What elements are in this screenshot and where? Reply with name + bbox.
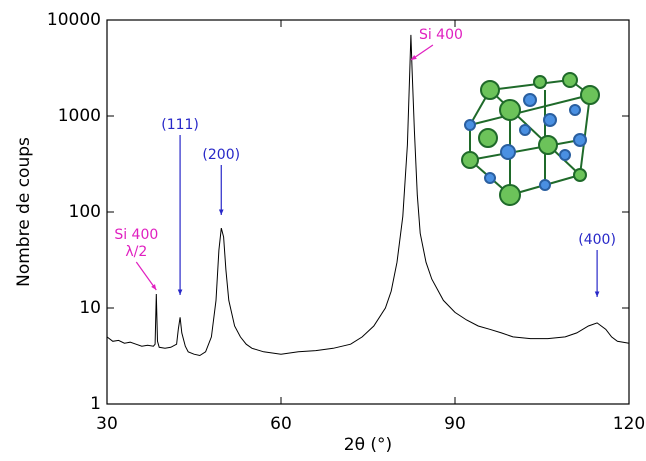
y-tick-label: 1000 xyxy=(58,106,101,126)
annotation-arrowhead xyxy=(151,284,157,290)
annotation-arrow xyxy=(135,261,157,291)
y-tick-label: 10000 xyxy=(47,10,101,30)
annotation-label: (111) xyxy=(161,117,199,133)
y-tick-label: 10 xyxy=(79,298,101,318)
x-tick-label: 120 xyxy=(613,414,645,434)
x-tick-label: 60 xyxy=(270,414,292,434)
x-axis-label: 2θ (°) xyxy=(344,435,392,455)
x-tick-label: 30 xyxy=(96,414,118,434)
annotation-label: (200) xyxy=(202,147,240,163)
annotation-arrowhead xyxy=(410,54,417,60)
annotation-label: Si 400 xyxy=(114,227,158,243)
annotation-label: Si 400 xyxy=(419,27,463,43)
annotation-arrowhead xyxy=(594,291,600,297)
y-tick-label: 100 xyxy=(69,202,101,222)
annotation-arrowhead xyxy=(177,289,183,295)
crystal-inset xyxy=(461,72,600,206)
y-tick-label: 1 xyxy=(90,394,101,414)
x-tick-label: 90 xyxy=(444,414,466,434)
annotation-label: λ/2 xyxy=(125,244,147,260)
y-axis-label: Nombre de coups xyxy=(14,137,34,287)
spectrum-line xyxy=(106,34,630,357)
annotation-arrowhead xyxy=(218,209,224,215)
annotation-label: (400) xyxy=(578,232,616,248)
